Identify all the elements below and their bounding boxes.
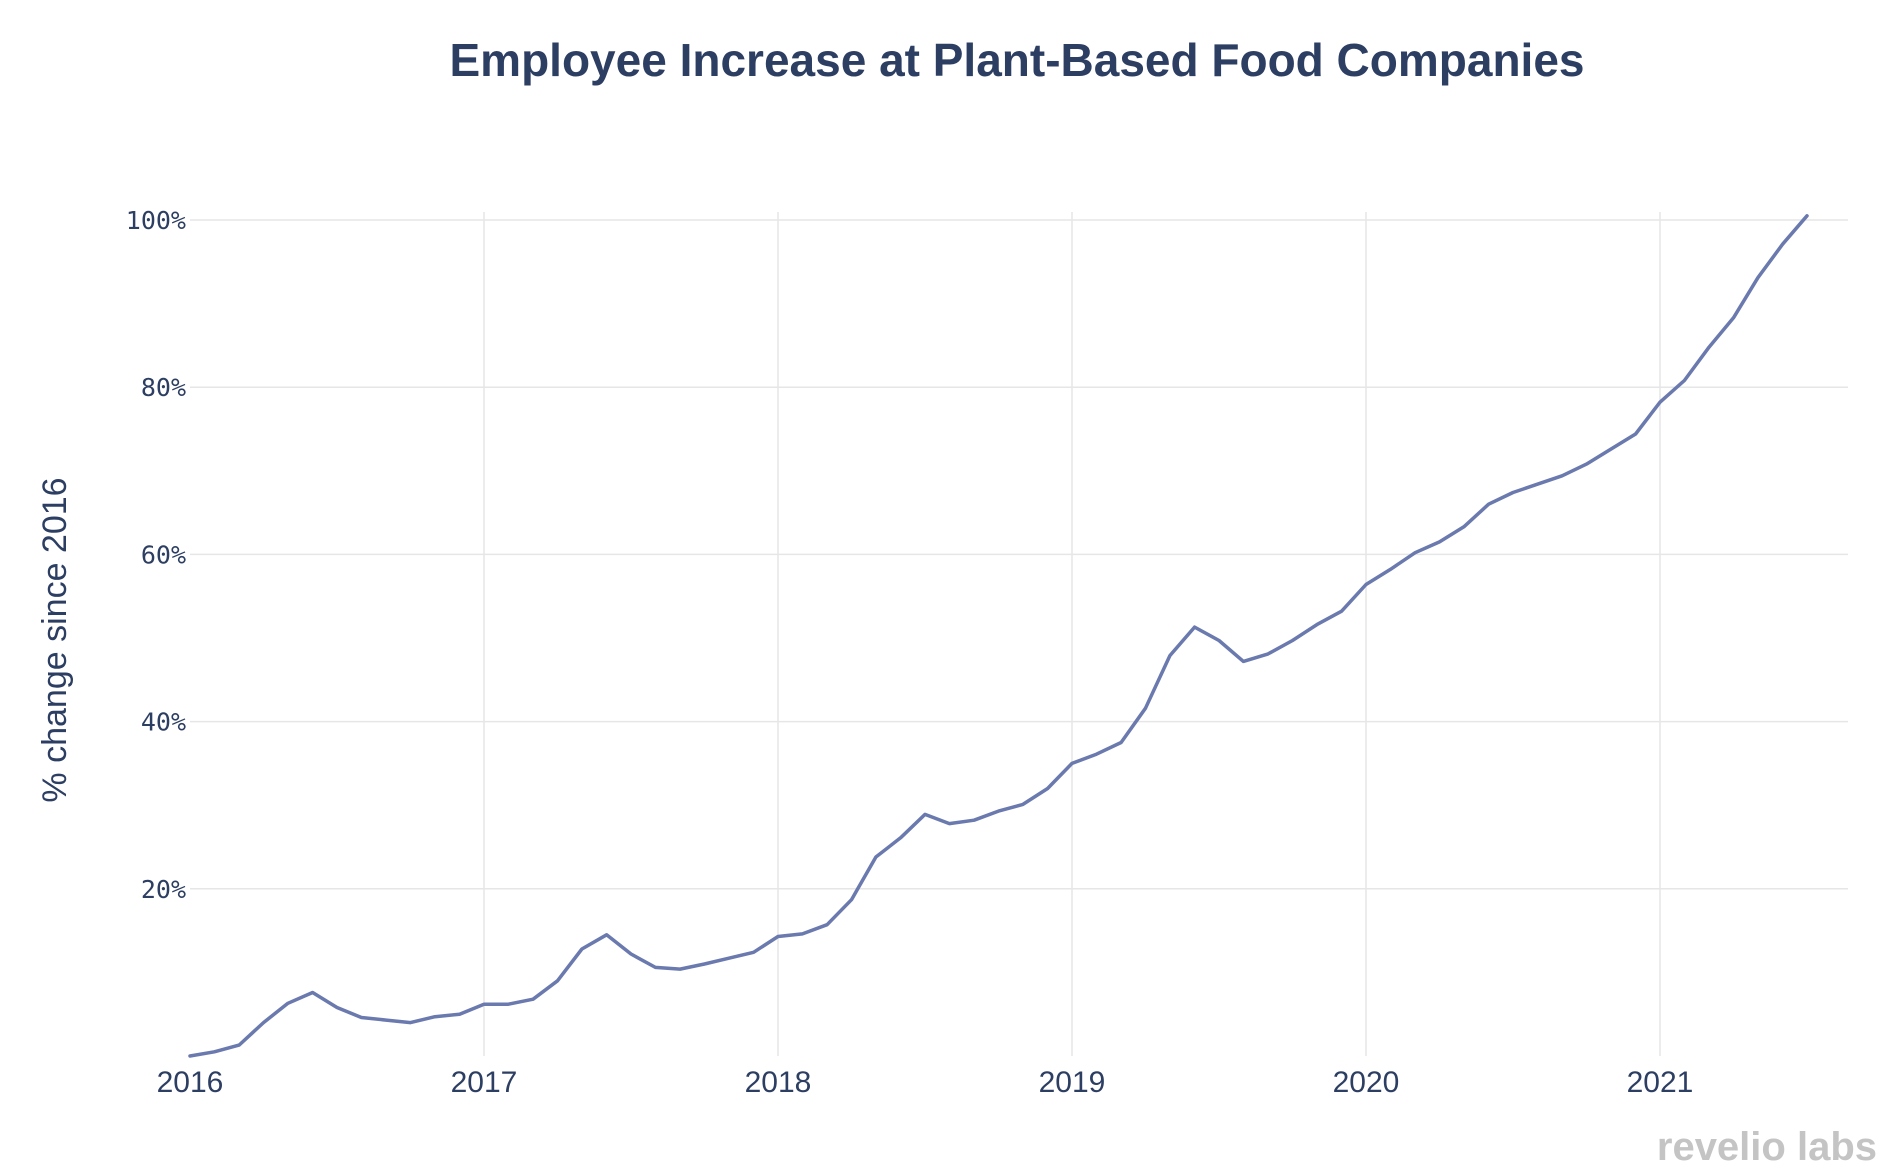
x-axis-ticks: 2016 2017 2018 2019 2020 2021 [157,1066,1694,1099]
y-tick-label-20: 20% [141,875,186,904]
x-tick-label-2017: 2017 [451,1066,518,1099]
x-tick-label-2020: 2020 [1333,1066,1400,1099]
series-group [188,214,1809,1058]
y-tick-label-40: 40% [141,708,186,737]
y-tick-label-100: 100% [126,206,186,235]
y-gridlines [190,219,1848,890]
series-line-0 [188,214,1809,1058]
x-tick-label-2019: 2019 [1039,1066,1106,1099]
x-tick-label-2016: 2016 [157,1066,224,1099]
brand-text: revelio labs [1657,1125,1877,1169]
revelio-labs-logo: revelio labs [1657,1125,1877,1169]
x-gridlines [483,212,1661,1056]
y-axis-ticks: 20% 40% 60% 80% 100% [126,206,186,904]
chart-title: Employee Increase at Plant-Based Food Co… [450,34,1585,86]
y-axis-label: % change since 2016 [36,477,74,802]
x-tick-label-2021: 2021 [1627,1066,1694,1099]
x-tick-label-2018: 2018 [745,1066,812,1099]
y-tick-label-80: 80% [141,373,186,402]
y-tick-label-60: 60% [141,540,186,569]
